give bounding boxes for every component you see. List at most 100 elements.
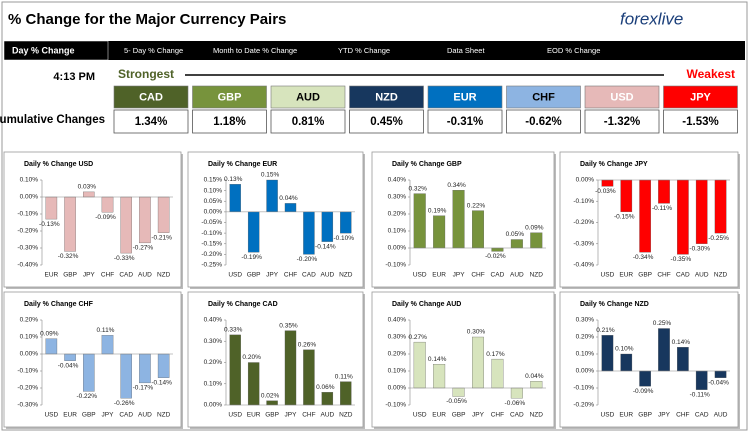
y-tick-label: -0.30% [573,240,594,247]
currency-cell [584,109,660,134]
tab[interactable]: 5- Day % Change [124,46,183,55]
x-tick-label: EUR [44,272,58,279]
chart-title: Daily % Change NZD [580,301,649,308]
value-label: 0.17% [486,351,505,358]
value-label: 0.19% [428,207,447,214]
chart-title: Daily % Change GBP [392,161,462,168]
x-tick-label: USD [413,412,427,419]
x-tick-label: CHF [284,272,297,279]
bar [530,381,543,389]
value-label: -0.32% [58,253,79,260]
tab[interactable]: YTD % Change [338,46,390,55]
chart-title: Daily % Change JPY [580,161,648,168]
y-tick-label: 0.40% [388,317,407,324]
tab[interactable]: Day % Change [12,45,75,55]
x-tick-label: GBP [265,412,279,419]
x-tick-label: NZD [157,412,171,419]
currency-cell [270,109,346,134]
bar [45,196,58,220]
y-tick-label: -0.10% [17,368,38,375]
bar [639,179,651,253]
chart-panel [559,291,739,428]
tab[interactable]: EOD % Change [547,46,600,55]
x-tick-label: USD [228,412,242,419]
y-tick-label: -0.40% [573,262,594,269]
tab[interactable]: Data Sheet [447,46,485,55]
y-tick-label: 0.30% [204,338,223,345]
y-tick-label: 0.00% [20,351,39,358]
x-tick-label: CAD [119,412,133,419]
y-tick-label: 0.10% [388,228,407,235]
x-tick-label: CAD [510,412,524,419]
time: 4:13 PM [53,71,95,83]
row-label: Cumulative Changes [0,114,105,126]
x-tick-label: CAD [119,272,133,279]
x-tick-label: GBP [247,272,261,279]
value-label: -0.06% [505,400,526,407]
y-tick-label: 0.10% [20,334,39,341]
bar [284,203,297,213]
x-tick-label: EUR [247,412,261,419]
value-label: -0.03% [595,188,616,195]
x-tick-label: CHF [471,272,484,279]
y-tick-label: 0.30% [576,317,595,324]
y-tick-label: 0.00% [576,368,595,375]
y-tick-label: -0.10% [573,385,594,392]
x-tick-label: AUD [510,272,524,279]
value-label: 0.35% [279,322,298,329]
y-tick-label: 0.10% [204,380,223,387]
bar [64,196,76,252]
y-tick-label: 0.20% [204,359,223,366]
currency-change: 0.81% [292,116,325,128]
value-label: -0.19% [241,254,262,261]
bar [64,353,76,361]
value-label: 0.13% [224,176,243,183]
x-tick-label: AUD [714,412,728,419]
x-tick-label: NZD [339,272,353,279]
currency-name: GBP [218,91,242,103]
value-label: -0.04% [58,363,79,370]
y-tick-label: -0.10% [385,402,406,409]
y-tick-label: 0.20% [20,317,39,324]
value-label: 0.30% [467,329,486,336]
value-label: -0.26% [114,400,135,407]
value-label: 0.33% [224,327,243,334]
bar [120,353,132,399]
currency-name: NZD [375,91,398,103]
currency-cell [427,109,503,134]
bar [714,179,727,234]
chart-title: Daily % Change AUD [392,301,461,308]
x-tick-label: EUR [619,412,633,419]
x-tick-label: AUD [320,412,334,419]
x-tick-label: NZD [157,272,171,279]
value-label: 0.10% [615,346,634,353]
y-tick-label: -0.40% [17,262,38,269]
y-tick-label: -0.10% [17,211,38,218]
x-tick-label: JPY [453,272,466,279]
value-label: 0.21% [596,327,615,334]
bar [340,211,352,234]
chart-panel [187,291,364,428]
tab[interactable]: Month to Date % Change [213,46,297,55]
x-tick-label: JPY [472,412,485,419]
value-label: 0.15% [261,172,280,179]
x-tick-label: USD [601,412,615,419]
x-tick-label: AUD [695,272,709,279]
value-label: 0.04% [279,195,298,202]
y-tick-label: 0.00% [388,385,407,392]
x-tick-label: USD [228,272,242,279]
y-tick-label: 0.10% [20,177,39,184]
currency-header [349,85,424,109]
y-tick-label: 0.10% [388,368,407,375]
y-tick-label: -0.20% [201,251,222,258]
value-label: 0.25% [653,320,672,327]
x-tick-label: JPY [285,412,298,419]
value-label: 0.09% [40,330,59,337]
x-tick-label: GBP [82,412,96,419]
value-label: 0.02% [261,392,280,399]
chart-panel [187,151,364,288]
tab-bar [4,41,745,60]
currency-header [113,85,189,109]
value-label: -0.20% [297,256,318,263]
value-label: -0.09% [633,388,654,395]
